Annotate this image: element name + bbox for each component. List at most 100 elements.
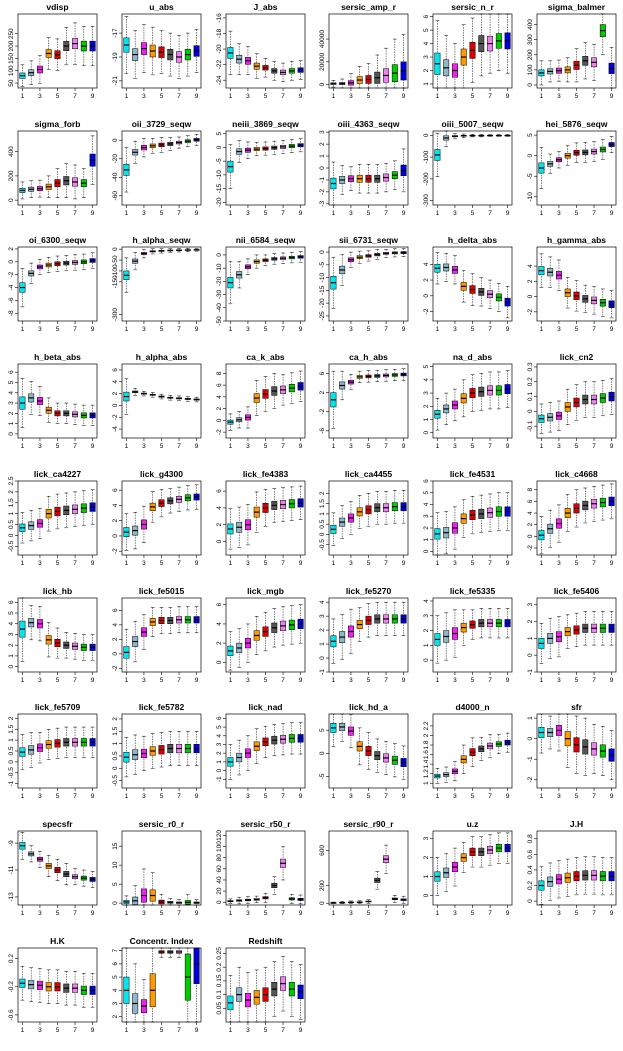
x-tick-label: 7 — [592, 910, 596, 917]
y-tick-label: 5 — [423, 490, 430, 494]
panel-h-alpha-abs: h_alpha_abs -4 -2 0 2 4 6 1 3 5 7 9 — [104, 350, 207, 467]
y-tick-label: 4 — [319, 600, 326, 604]
x-tick-label: 3 — [350, 326, 354, 333]
y-tick-label: -2 — [527, 545, 534, 551]
panel-title: lick_mgb — [247, 586, 284, 596]
x-tick-label: 7 — [488, 677, 492, 684]
x-tick-label: 1 — [436, 93, 440, 100]
y-tick-label: 0 — [8, 260, 15, 264]
x-tick-label: 1 — [21, 793, 25, 800]
y-tick-label: 0 — [216, 539, 223, 543]
panel-title: specsfr — [42, 819, 73, 829]
x-tick-label: 3 — [557, 677, 561, 684]
y-tick-label: -20 — [216, 197, 223, 207]
y-tick-label: 6 — [216, 716, 223, 720]
x-tick-label: 7 — [73, 93, 77, 100]
panel-h-alpha-seqw: h_alpha_seqw -300 -150 -100 -50 0 1 3 5 7 9 — [104, 233, 207, 350]
x-tick-label: 5 — [56, 1027, 60, 1034]
x-tick-label: 7 — [73, 326, 77, 333]
y-tick-label: 1.5 — [8, 725, 15, 734]
panel-svg: oi_6300_seqw -8 -6 -4 -2 0 2 1 3 5 7 9 — [8, 235, 98, 333]
x-tick-label: 7 — [385, 677, 389, 684]
x-tick-label: 9 — [91, 326, 95, 333]
y-tick-label: 0 — [423, 657, 430, 661]
panel-svg: sigma_balmer 0 100 200 300 400 1 3 5 7 9 — [527, 2, 617, 100]
x-tick-label: 1 — [436, 560, 440, 567]
x-tick-label: 7 — [177, 793, 181, 800]
y-tick-label: 0 — [216, 145, 223, 149]
x-tick-label: 7 — [281, 677, 285, 684]
y-tick-label: 3 — [423, 836, 430, 840]
x-tick-label: 7 — [177, 677, 181, 684]
x-tick-label: 1 — [21, 326, 25, 333]
x-tick-label: 5 — [56, 210, 60, 217]
y-tick-label: 2 — [423, 278, 430, 282]
panel-title: lick_c4668 — [555, 469, 598, 479]
panel-hei-5876-seqw: hei_5876_seqw -10 -5 0 5 1 3 5 7 9 — [519, 117, 622, 234]
x-tick-label: 3 — [38, 326, 42, 333]
x-tick-label: 9 — [195, 560, 199, 567]
x-tick-label: 3 — [350, 793, 354, 800]
panel-svg: lick_fe5270 -1 0 1 2 3 4 1 3 5 7 9 — [319, 586, 409, 684]
x-tick-label: 5 — [263, 1027, 267, 1034]
x-tick-label: 7 — [73, 910, 77, 917]
y-tick-label: -60 — [112, 190, 119, 200]
panel-svg: sersic_r90_r 0 200 600 1 3 5 7 9 — [319, 819, 409, 917]
x-tick-label: 9 — [506, 677, 510, 684]
x-tick-label: 3 — [453, 210, 457, 217]
x-tick-label: 7 — [385, 793, 389, 800]
plot-frame — [121, 597, 202, 672]
panel-title: hei_5876_seqw — [546, 119, 608, 129]
y-tick-label: 0 — [527, 153, 534, 157]
y-tick-label: 0 — [8, 760, 15, 764]
panel-svg: u_abs -21 -19 -17 1 3 5 7 9 — [112, 2, 202, 100]
y-tick-label: 4 — [423, 41, 430, 45]
x-tick-label: 7 — [592, 677, 596, 684]
x-tick-label: 5 — [159, 443, 163, 450]
y-tick-label: 1 — [319, 511, 326, 515]
y-tick-label: -1 — [527, 756, 534, 762]
y-tick-label: -2 — [216, 429, 223, 435]
panel-svg: sersic_r0_r 0 5 10 15 1 3 5 7 9 — [112, 819, 202, 917]
y-tick-label: 2 — [112, 392, 119, 396]
y-tick-label: 0 — [112, 901, 119, 905]
y-tick-label: -4 — [8, 285, 15, 291]
x-tick-label: 7 — [488, 560, 492, 567]
panel-oiii-5007-seqw: oiii_5007_seqw -300 -200 -100 0 1 3 5 7 9 — [415, 117, 518, 234]
x-tick-label: 1 — [332, 793, 336, 800]
y-tick-label: 0 — [527, 652, 534, 656]
y-tick-label: -4 — [112, 426, 119, 432]
panel-title: Redshift — [248, 936, 282, 946]
y-tick-label: 5 — [8, 380, 15, 384]
x-tick-label: 5 — [263, 560, 267, 567]
y-tick-label: 4 — [216, 395, 223, 399]
y-tick-label: 0.15 — [216, 974, 223, 987]
y-tick-label: 2 — [319, 627, 326, 631]
x-tick-label: 3 — [453, 910, 457, 917]
x-tick-label: 7 — [177, 1027, 181, 1034]
x-tick-label: 7 — [488, 443, 492, 450]
panel-sersic-r50-r: sersic_r50_r 0 20 40 60 80 100 120 1 3 5 7 9 — [208, 817, 311, 934]
x-tick-label: 7 — [281, 910, 285, 917]
x-tick-label: 1 — [228, 910, 232, 917]
y-tick-label: 1.5 — [112, 727, 119, 736]
x-tick-label: 1 — [124, 93, 128, 100]
panel-title: h_beta_abs — [34, 352, 81, 362]
x-tick-label: 3 — [38, 560, 42, 567]
y-tick-label: 40 — [216, 876, 223, 884]
panel-svg: u.z 0 1 2 3 1 3 5 7 9 — [423, 819, 513, 917]
panel-svg: lick_fe4383 0 2 4 6 1 3 5 7 9 — [216, 469, 305, 567]
panel-svg: lick_hd_a -5 0 5 1 3 5 7 9 — [319, 702, 409, 800]
x-tick-label: 5 — [263, 210, 267, 217]
y-tick-label: 2 — [112, 637, 119, 641]
x-tick-label: 1 — [540, 910, 544, 917]
y-tick-label: 2 — [527, 280, 534, 284]
y-tick-label: 4 — [8, 391, 15, 395]
x-tick-label: 9 — [402, 560, 406, 567]
x-tick-label: 7 — [385, 93, 389, 100]
y-tick-label: 0.1 — [527, 392, 534, 401]
panel-title: J.H — [570, 819, 583, 829]
panel-title: oii_3729_seqw — [132, 119, 192, 129]
x-tick-label: 3 — [142, 677, 146, 684]
x-tick-label: 3 — [350, 93, 354, 100]
